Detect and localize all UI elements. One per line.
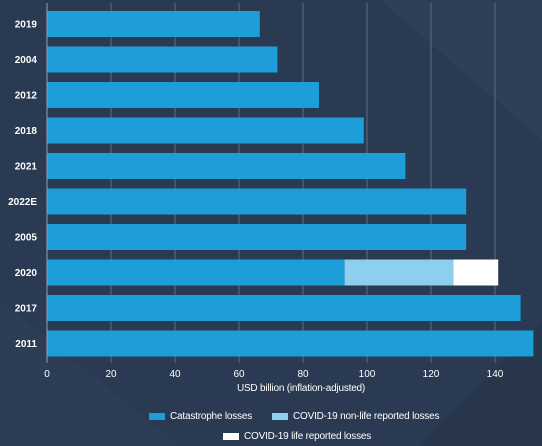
bar-2004-series-0 xyxy=(47,46,278,73)
bar-2017-series-0 xyxy=(47,295,521,321)
x-tick-label-60: 60 xyxy=(233,369,245,380)
y-category-label-2005: 2005 xyxy=(15,233,38,244)
legend-swatch-covid-life xyxy=(223,433,239,440)
y-category-label-2019: 2019 xyxy=(15,20,38,31)
legend-label-catastrophe: Catastrophe losses xyxy=(170,411,253,422)
x-tick-label-20: 20 xyxy=(105,369,117,380)
legend-label-covid-life: COVID-19 life reported losses xyxy=(244,431,372,442)
bar-2018-series-0 xyxy=(47,117,364,144)
y-category-label-2012: 2012 xyxy=(15,91,38,102)
bar-2021-series-0 xyxy=(47,153,406,179)
legend-item-catastrophe: Catastrophe losses xyxy=(149,411,252,422)
bar-2011-series-0 xyxy=(47,330,534,357)
bar-2022E-series-0 xyxy=(47,188,467,215)
y-category-label-2021: 2021 xyxy=(15,162,38,173)
bar-2020-series-1 xyxy=(344,259,454,286)
y-category-label-2017: 2017 xyxy=(15,304,38,315)
y-category-label-2020: 2020 xyxy=(15,268,38,279)
x-tick-label-100: 100 xyxy=(359,369,376,380)
legend-swatch-covid-nonlife xyxy=(272,413,288,420)
y-category-label-2018: 2018 xyxy=(15,126,38,137)
bar-2020-series-0 xyxy=(47,259,345,286)
y-category-label-2011: 2011 xyxy=(15,339,37,350)
x-tick-label-0: 0 xyxy=(44,369,50,380)
legend-swatch-catastrophe xyxy=(149,413,165,420)
y-category-label-2022E: 2022E xyxy=(8,197,37,208)
x-axis-title: USD billion (inflation-adjusted) xyxy=(236,383,366,394)
chart-legend: Catastrophe losses COVID-19 non-life rep… xyxy=(0,406,542,446)
x-tick-label-120: 120 xyxy=(423,369,440,380)
bar-2019-series-0 xyxy=(47,11,260,37)
x-tick-label-40: 40 xyxy=(169,369,181,380)
x-tick-label-140: 140 xyxy=(487,369,504,380)
legend-label-covid-nonlife: COVID-19 non-life reported losses xyxy=(293,411,440,422)
bar-2020-series-2 xyxy=(453,259,499,286)
legend-item-covid-life: COVID-19 life reported losses xyxy=(223,431,371,442)
x-tick-label-80: 80 xyxy=(297,369,309,380)
legend-item-covid-nonlife: COVID-19 non-life reported losses xyxy=(272,411,439,422)
bar-2012-series-0 xyxy=(47,82,319,108)
y-category-label-2004: 2004 xyxy=(15,55,38,66)
bar-2005-series-0 xyxy=(47,224,467,250)
